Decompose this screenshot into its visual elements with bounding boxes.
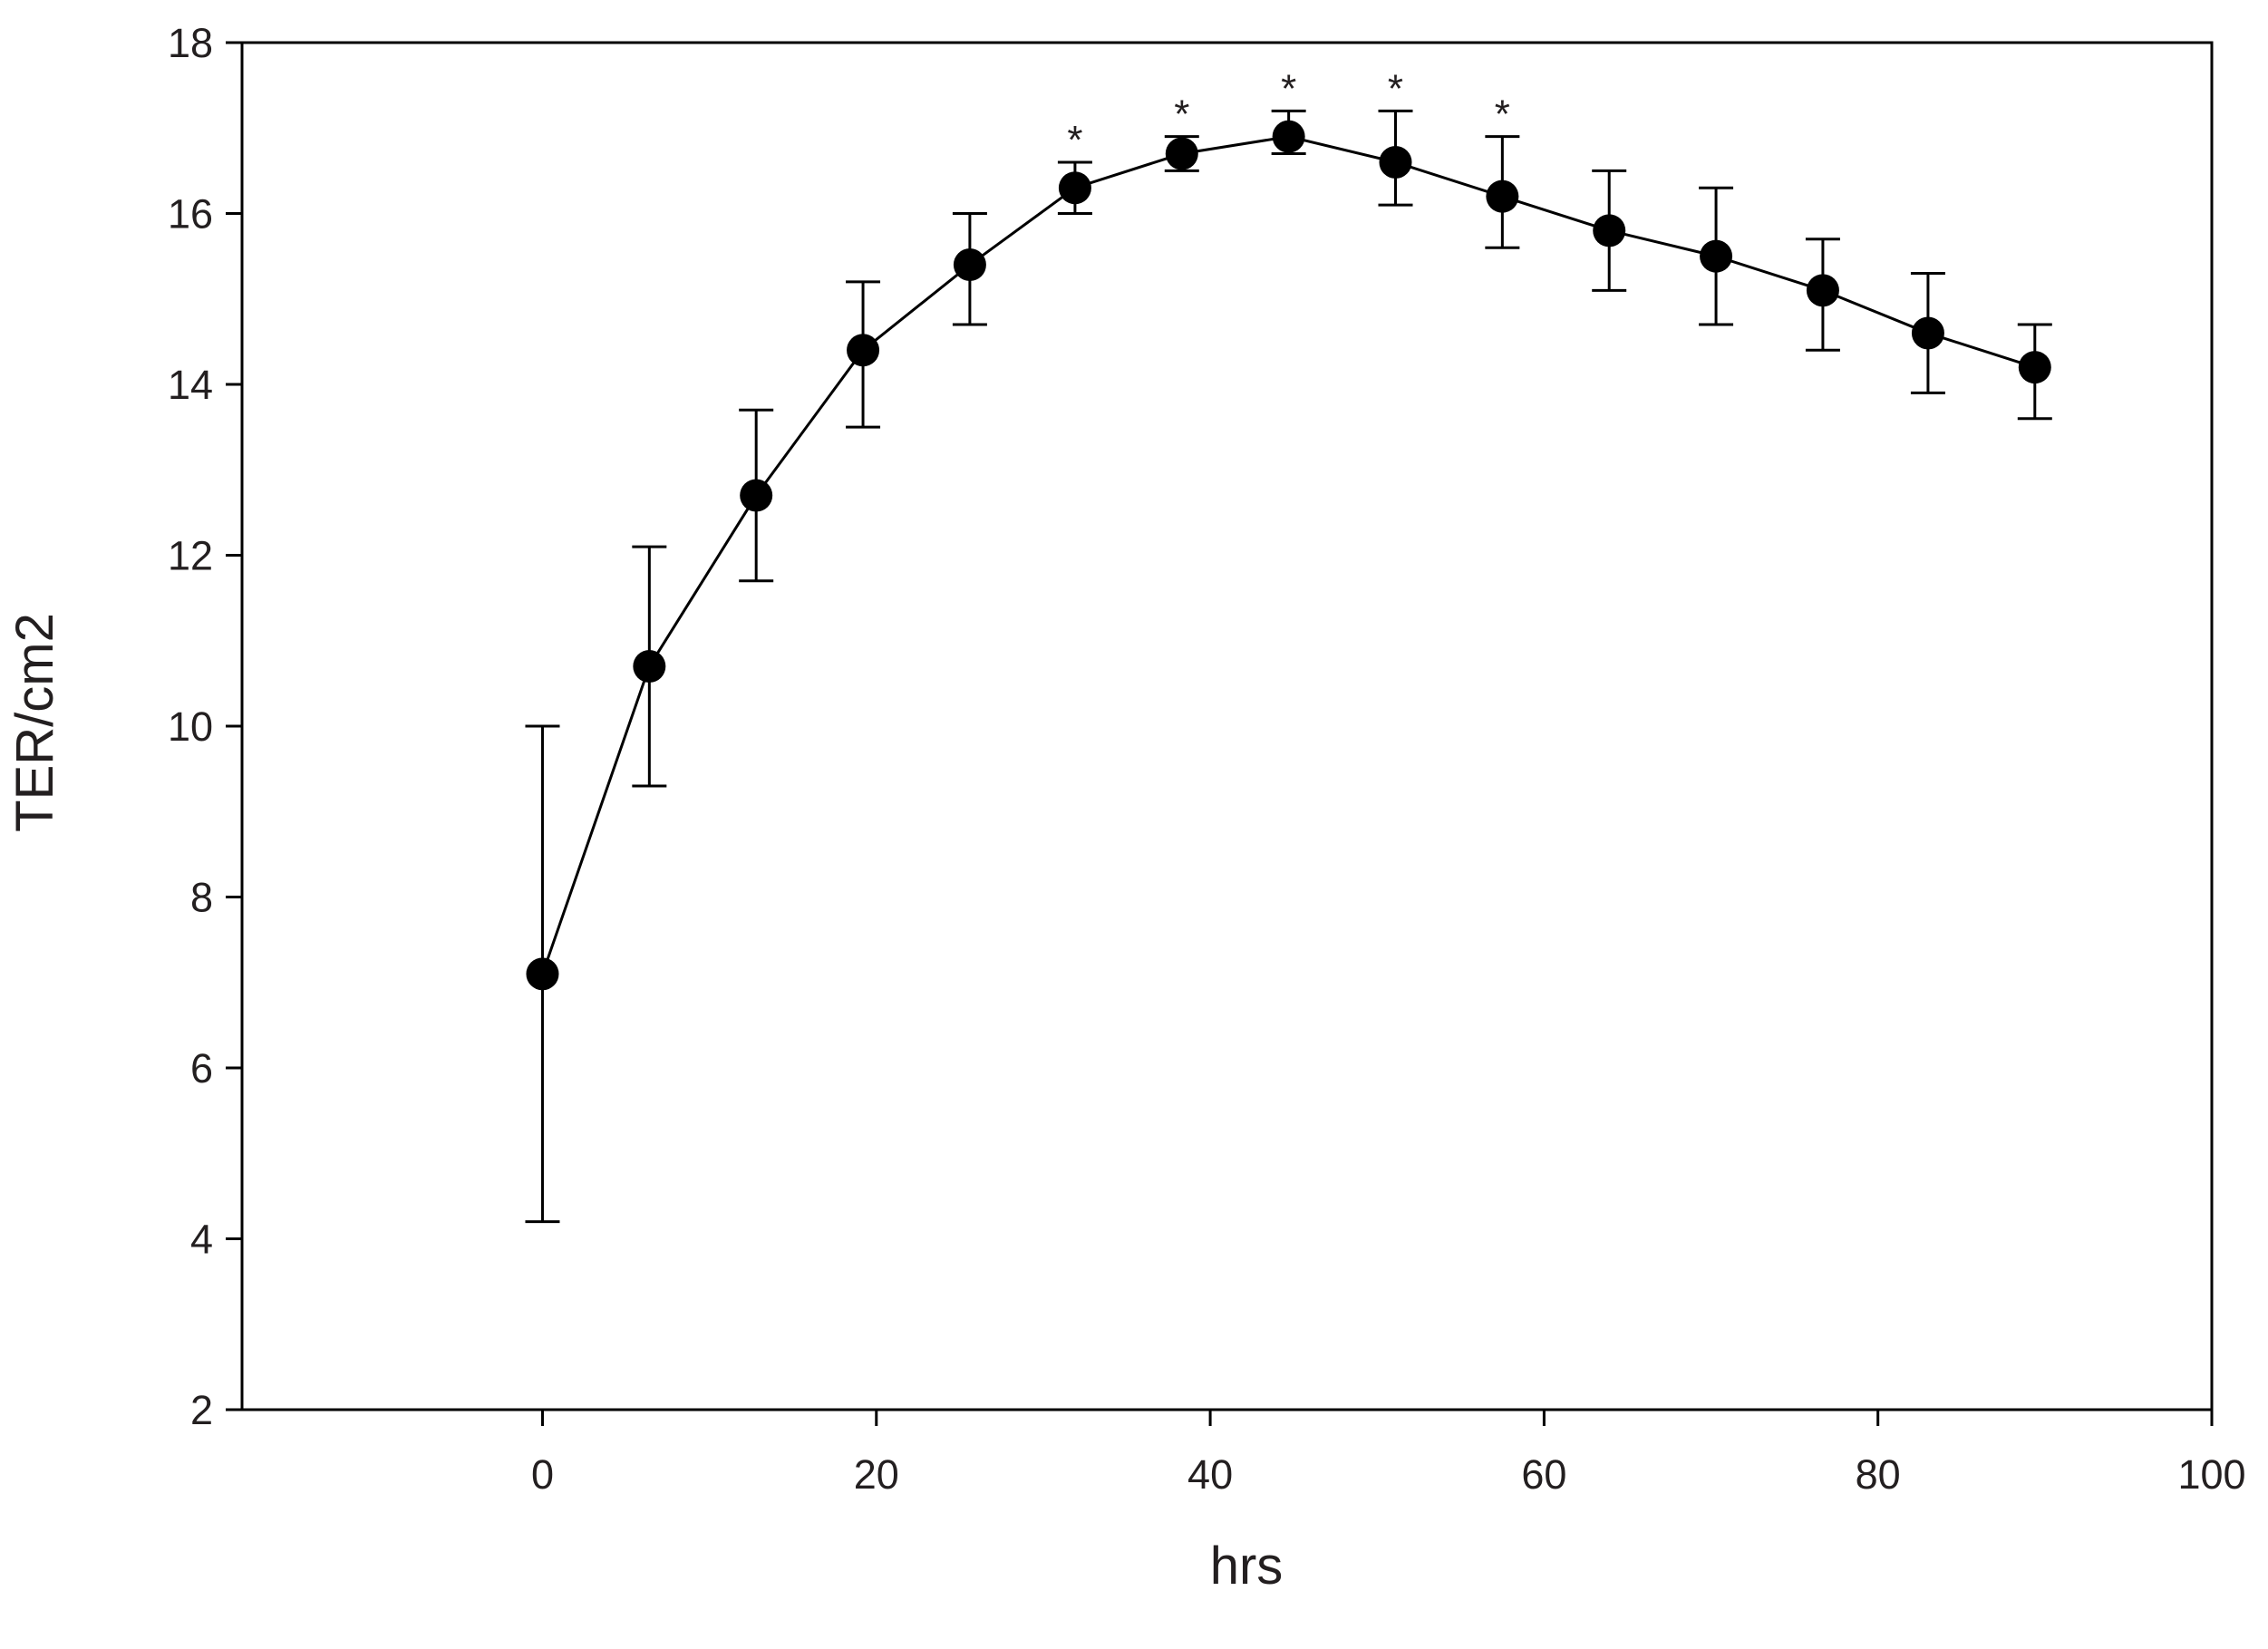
y-tick-label: 10: [168, 703, 213, 750]
y-tick-label: 8: [190, 875, 213, 921]
x-axis-title: hrs: [1210, 1537, 1284, 1596]
data-point: [633, 650, 666, 684]
data-point: [1806, 274, 1839, 307]
x-tick-label: 100: [2177, 1451, 2245, 1498]
y-tick-label: 6: [190, 1045, 213, 1091]
data-point: [953, 248, 986, 282]
significance-asterisk: *: [1388, 66, 1403, 111]
y-tick-label: 14: [168, 362, 213, 408]
data-point: [1593, 214, 1626, 247]
significance-markers: * * * * *: [1067, 66, 1510, 162]
x-tick-label: 60: [1521, 1451, 1566, 1498]
data-point: [1486, 179, 1519, 213]
data-point: [1058, 171, 1091, 205]
x-tick-label: 40: [1187, 1451, 1233, 1498]
data-point: [847, 334, 880, 367]
data-point: [1165, 137, 1198, 170]
data-point: [1700, 239, 1733, 273]
y-tick-label: 16: [168, 191, 213, 238]
x-tick-label: 20: [854, 1451, 899, 1498]
data-point: [2018, 351, 2051, 384]
significance-asterisk: *: [1174, 92, 1189, 137]
x-tick-label: 0: [531, 1451, 554, 1498]
significance-asterisk: *: [1281, 66, 1296, 111]
significance-asterisk: *: [1495, 92, 1510, 137]
data-point: [1911, 316, 1944, 350]
y-axis-title: TER/cm2: [5, 613, 64, 832]
y-tick-label: 18: [168, 20, 213, 66]
y-tick-label: 4: [190, 1217, 213, 1263]
y-tick-label: 12: [168, 533, 213, 579]
y-axis: 2 4 6 8 10 12 14 16 18: [168, 20, 242, 1433]
data-point: [1379, 145, 1412, 179]
y-tick-label: 2: [190, 1387, 213, 1433]
data-point: [526, 957, 559, 991]
series-polyline: [541, 135, 2036, 975]
significance-asterisk: *: [1067, 118, 1082, 162]
data-points: [526, 120, 2051, 991]
x-tick-label: 80: [1856, 1451, 1901, 1498]
data-point: [1272, 120, 1305, 153]
x-axis: 0 20 40 60 80 100: [531, 1410, 2246, 1498]
data-point: [740, 479, 773, 512]
series-line: [541, 135, 2036, 975]
